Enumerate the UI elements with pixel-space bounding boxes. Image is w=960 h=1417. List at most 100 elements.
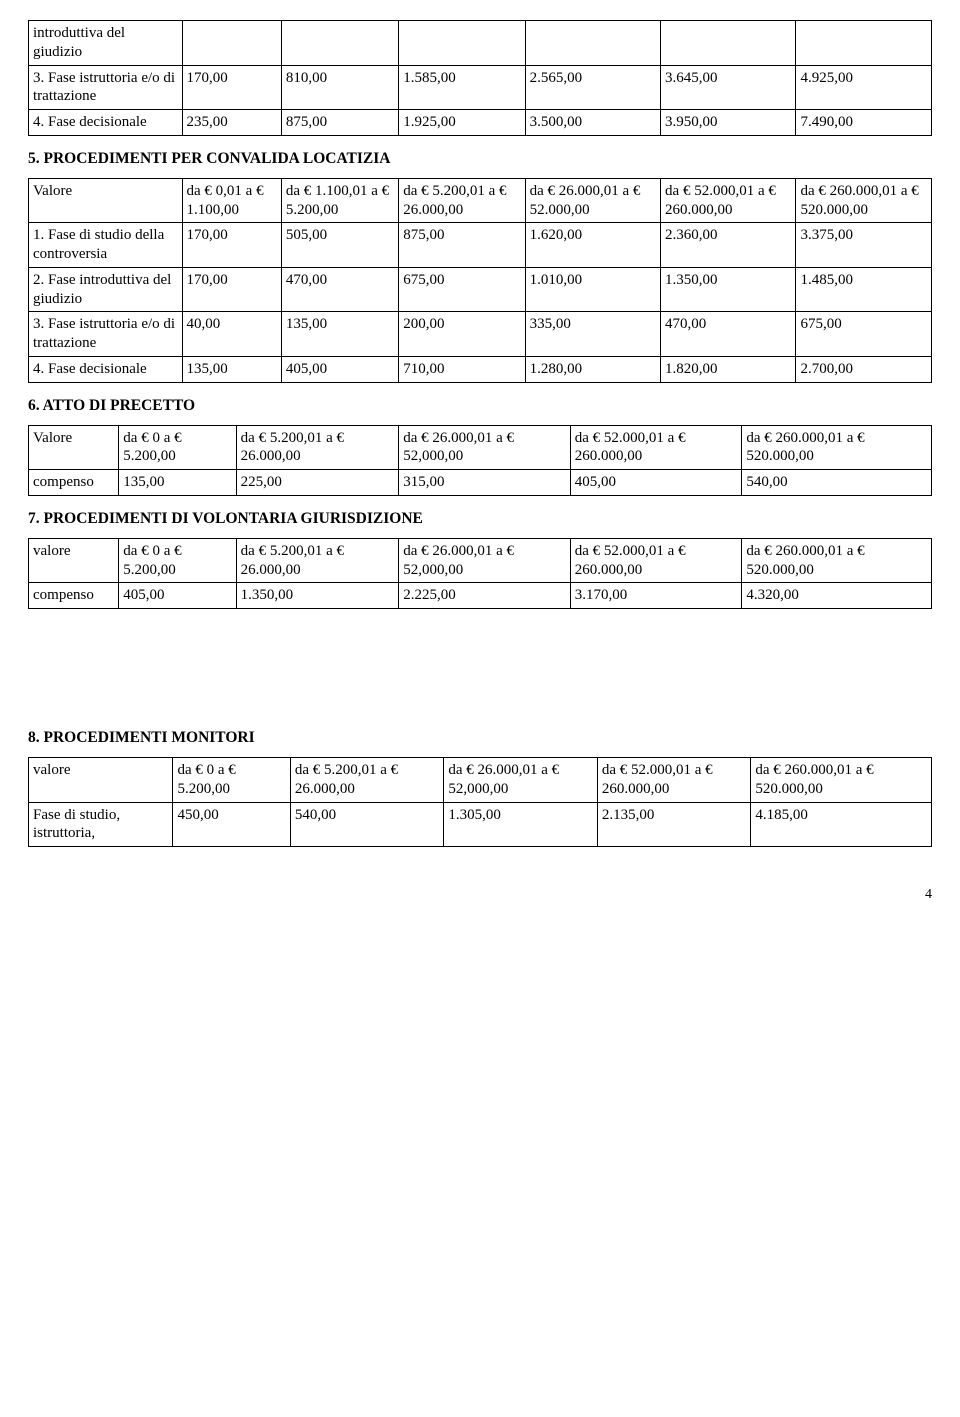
table-row: compenso 405,00 1.350,00 2.225,00 3.170,… xyxy=(29,583,932,609)
cell: 1. Fase di studio della controversia xyxy=(29,223,183,268)
cell: valore xyxy=(29,758,173,803)
cell: da € 52.000,01 a € 260.000,00 xyxy=(570,425,742,470)
cell: 710,00 xyxy=(399,356,525,382)
cell: da € 260.000,01 a € 520.000,00 xyxy=(742,425,932,470)
cell: 1.280,00 xyxy=(525,356,660,382)
cell: 1.485,00 xyxy=(796,267,932,312)
cell: 675,00 xyxy=(796,312,932,357)
cell: 1.350,00 xyxy=(236,583,399,609)
table-row: 2. Fase introduttiva del giudizio 170,00… xyxy=(29,267,932,312)
cell: 675,00 xyxy=(399,267,525,312)
cell: 3.645,00 xyxy=(661,65,796,110)
cell: 2.135,00 xyxy=(597,802,751,847)
cell: da € 52.000,01 a € 260.000,00 xyxy=(570,538,742,583)
cell: 1.620,00 xyxy=(525,223,660,268)
cell: da € 26.000,01 a € 52,000,00 xyxy=(444,758,598,803)
cell: da € 5.200,01 a € 26.000,00 xyxy=(290,758,444,803)
cell: 3.170,00 xyxy=(570,583,742,609)
cell: 315,00 xyxy=(399,470,571,496)
page-number: 4 xyxy=(28,887,932,903)
cell: da € 26.000,01 a € 52,000,00 xyxy=(399,425,571,470)
cell: 135,00 xyxy=(119,470,236,496)
table-section-6: Valore da € 0 a € 5.200,00 da € 5.200,01… xyxy=(28,425,932,496)
cell: 200,00 xyxy=(399,312,525,357)
cell: da € 0 a € 5.200,00 xyxy=(173,758,290,803)
cell: compenso xyxy=(29,583,119,609)
cell: da € 0,01 a € 1.100,00 xyxy=(182,178,281,223)
cell: 2.565,00 xyxy=(525,65,660,110)
heading-section-5: 5. PROCEDIMENTI PER CONVALIDA LOCATIZIA xyxy=(28,150,932,168)
cell: 3. Fase istruttoria e/o di trattazione xyxy=(29,65,183,110)
cell: 170,00 xyxy=(182,65,281,110)
cell: 135,00 xyxy=(182,356,281,382)
cell: 235,00 xyxy=(182,110,281,136)
cell: da € 260.000,01 a € 520.000,00 xyxy=(751,758,932,803)
cell: 1.820,00 xyxy=(661,356,796,382)
cell: da € 26.000,01 a € 52.000,00 xyxy=(525,178,660,223)
cell: da € 52.000,01 a € 260.000,00 xyxy=(597,758,751,803)
cell: da € 260.000,01 a € 520.000,00 xyxy=(796,178,932,223)
cell: 170,00 xyxy=(182,267,281,312)
cell: 405,00 xyxy=(281,356,398,382)
cell: 1.585,00 xyxy=(399,65,525,110)
table-row: compenso 135,00 225,00 315,00 405,00 540… xyxy=(29,470,932,496)
cell: 40,00 xyxy=(182,312,281,357)
cell: da € 0 a € 5.200,00 xyxy=(119,538,236,583)
table-section-8: valore da € 0 a € 5.200,00 da € 5.200,01… xyxy=(28,757,932,847)
cell: Valore xyxy=(29,178,183,223)
cell: da € 260.000,01 a € 520.000,00 xyxy=(742,538,932,583)
table-section-7: valore da € 0 a € 5.200,00 da € 5.200,01… xyxy=(28,538,932,609)
cell: 7.490,00 xyxy=(796,110,932,136)
cell: da € 26.000,01 a € 52,000,00 xyxy=(399,538,571,583)
cell: 2. Fase introduttiva del giudizio xyxy=(29,267,183,312)
cell: 1.305,00 xyxy=(444,802,598,847)
table-row: valore da € 0 a € 5.200,00 da € 5.200,01… xyxy=(29,538,932,583)
cell: 540,00 xyxy=(290,802,444,847)
cell: 450,00 xyxy=(173,802,290,847)
table-row: Fase di studio, istruttoria, 450,00 540,… xyxy=(29,802,932,847)
cell: Valore xyxy=(29,425,119,470)
heading-section-7: 7. PROCEDIMENTI DI VOLONTARIA GIURISDIZI… xyxy=(28,510,932,528)
cell: Fase di studio, istruttoria, xyxy=(29,802,173,847)
cell: da € 0 a € 5.200,00 xyxy=(119,425,236,470)
cell: 170,00 xyxy=(182,223,281,268)
cell: 3.500,00 xyxy=(525,110,660,136)
table-row: valore da € 0 a € 5.200,00 da € 5.200,01… xyxy=(29,758,932,803)
cell: introduttiva del giudizio xyxy=(29,21,183,66)
cell: 4.185,00 xyxy=(751,802,932,847)
cell: 4. Fase decisionale xyxy=(29,110,183,136)
cell: 3. Fase istruttoria e/o di trattazione xyxy=(29,312,183,357)
cell: 1.350,00 xyxy=(661,267,796,312)
cell: 2.225,00 xyxy=(399,583,571,609)
cell: da € 5.200,01 a € 26.000,00 xyxy=(399,178,525,223)
cell: 4.925,00 xyxy=(796,65,932,110)
cell: da € 52.000,01 a € 260.000,00 xyxy=(661,178,796,223)
table-row: 3. Fase istruttoria e/o di trattazione 4… xyxy=(29,312,932,357)
cell: 225,00 xyxy=(236,470,399,496)
table-row: 3. Fase istruttoria e/o di trattazione 1… xyxy=(29,65,932,110)
cell: 2.700,00 xyxy=(796,356,932,382)
table-row: 4. Fase decisionale 135,00 405,00 710,00… xyxy=(29,356,932,382)
cell: 1.925,00 xyxy=(399,110,525,136)
heading-section-8: 8. PROCEDIMENTI MONITORI xyxy=(28,729,932,747)
table-row: Valore da € 0 a € 5.200,00 da € 5.200,01… xyxy=(29,425,932,470)
cell: 540,00 xyxy=(742,470,932,496)
cell: 4. Fase decisionale xyxy=(29,356,183,382)
table-row: 1. Fase di studio della controversia 170… xyxy=(29,223,932,268)
cell: 3.375,00 xyxy=(796,223,932,268)
cell: 135,00 xyxy=(281,312,398,357)
cell: 1.010,00 xyxy=(525,267,660,312)
cell: da € 5.200,01 a € 26.000,00 xyxy=(236,425,399,470)
cell: 470,00 xyxy=(661,312,796,357)
table-continuation: introduttiva del giudizio 3. Fase istrut… xyxy=(28,20,932,136)
cell: compenso xyxy=(29,470,119,496)
heading-section-6: 6. ATTO DI PRECETTO xyxy=(28,397,932,415)
cell: 405,00 xyxy=(119,583,236,609)
cell: da € 5.200,01 a € 26.000,00 xyxy=(236,538,399,583)
cell: 335,00 xyxy=(525,312,660,357)
table-row: 4. Fase decisionale 235,00 875,00 1.925,… xyxy=(29,110,932,136)
cell: valore xyxy=(29,538,119,583)
cell: 810,00 xyxy=(281,65,398,110)
cell: 4.320,00 xyxy=(742,583,932,609)
table-row: introduttiva del giudizio xyxy=(29,21,932,66)
